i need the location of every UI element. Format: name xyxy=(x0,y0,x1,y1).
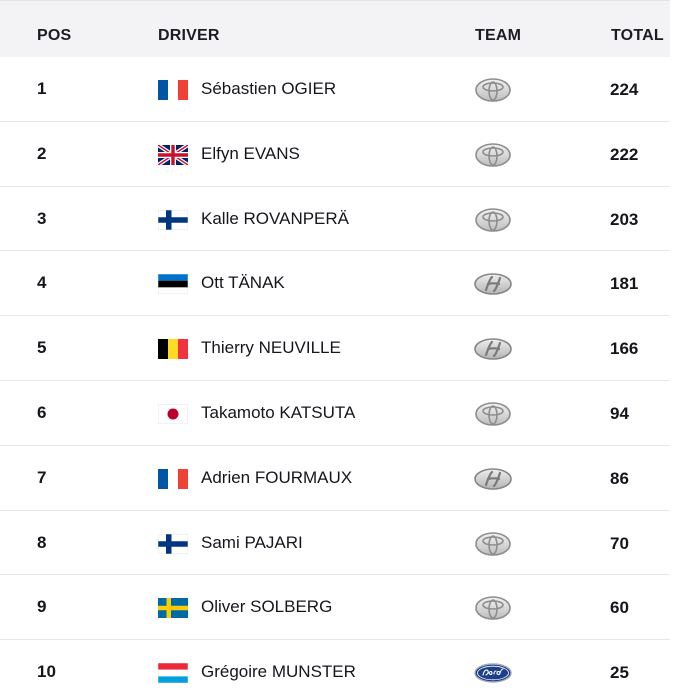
toyota-logo-icon xyxy=(475,78,511,102)
driver-name[interactable]: Sami PAJARI xyxy=(201,532,303,552)
total-points: 203 xyxy=(610,209,639,229)
hyundai-logo-icon xyxy=(474,338,512,360)
driver-name[interactable]: Takamoto KATSUTA xyxy=(201,402,356,422)
table-row[interactable]: 6 Takamoto KATSUTA 94 xyxy=(0,380,670,446)
driver-name[interactable]: Grégoire MUNSTER xyxy=(201,662,356,682)
toyota-logo-icon xyxy=(475,207,511,232)
position-number: 1 xyxy=(37,79,47,98)
driver-name[interactable]: Elfyn EVANS xyxy=(201,143,300,163)
driver-name[interactable]: Adrien FOURMAUX xyxy=(201,467,353,487)
driver-name[interactable]: Kalle ROVANPERÄ xyxy=(201,208,350,228)
position-number: 5 xyxy=(37,338,47,358)
table-row[interactable]: 9 Oliver SOLBERG 60 xyxy=(0,575,670,641)
toyota-logo-icon xyxy=(475,596,511,621)
position-number: 2 xyxy=(37,143,47,163)
position-number: 3 xyxy=(37,208,47,228)
ford-logo-icon xyxy=(474,663,512,683)
finland-flag-icon xyxy=(158,209,188,230)
toyota-logo-icon xyxy=(475,402,511,426)
toyota-logo-icon xyxy=(475,142,511,167)
position-number: 4 xyxy=(37,273,47,293)
position-number: 9 xyxy=(37,597,47,617)
header-driver: DRIVER xyxy=(158,27,220,44)
header-total: TOTAL xyxy=(611,27,664,44)
header-pos: POS xyxy=(37,27,72,44)
total-points: 166 xyxy=(610,339,639,359)
luxembourg-flag-icon xyxy=(158,663,188,684)
sweden-flag-icon xyxy=(158,598,188,619)
table-row[interactable]: 1 Sébastien OGIER 224 xyxy=(0,57,670,122)
table-row[interactable]: 5 Thierry NEUVILLE 166 xyxy=(0,316,670,381)
driver-name[interactable]: Sébastien OGIER xyxy=(201,79,337,98)
total-points: 181 xyxy=(610,274,639,294)
france-flag-icon xyxy=(158,80,188,100)
hyundai-logo-icon xyxy=(474,273,512,296)
total-points: 224 xyxy=(610,80,639,99)
driver-name[interactable]: Oliver SOLBERG xyxy=(201,597,333,617)
uk-flag-icon xyxy=(158,144,188,165)
position-number: 10 xyxy=(37,662,56,682)
toyota-logo-icon xyxy=(475,531,511,556)
table-row[interactable]: 8 Sami PAJARI 70 xyxy=(0,510,670,576)
belgium-flag-icon xyxy=(158,339,188,360)
driver-name[interactable]: Ott TÄNAK xyxy=(201,273,285,293)
france-flag-icon xyxy=(158,468,188,489)
header-team: TEAM xyxy=(475,27,522,44)
total-points: 94 xyxy=(610,403,629,423)
table-row[interactable]: 10 Grégoire MUNSTER 25 xyxy=(0,640,670,690)
total-points: 70 xyxy=(610,533,629,553)
table-body: 1 Sébastien OGIER 224 2 Elfyn EVANS 222 3 Ka… xyxy=(0,57,670,690)
table-row[interactable]: 3 Kalle ROVANPERÄ 203 xyxy=(0,186,670,252)
position-number: 7 xyxy=(37,467,47,487)
total-points: 86 xyxy=(610,468,629,488)
finland-flag-icon xyxy=(158,533,188,554)
total-points: 25 xyxy=(610,663,629,683)
table-row[interactable]: 2 Elfyn EVANS 222 xyxy=(0,121,670,187)
position-number: 6 xyxy=(37,402,47,422)
driver-name[interactable]: Thierry NEUVILLE xyxy=(201,338,341,358)
table-row[interactable]: 7 Adrien FOURMAUX 86 xyxy=(0,445,670,511)
table-row[interactable]: 4 Ott TÄNAK 181 xyxy=(0,251,670,317)
estonia-flag-icon xyxy=(158,274,188,295)
hyundai-logo-icon xyxy=(474,467,512,490)
total-points: 222 xyxy=(610,144,639,164)
total-points: 60 xyxy=(610,598,629,618)
japan-flag-icon xyxy=(158,403,188,424)
position-number: 8 xyxy=(37,532,47,552)
